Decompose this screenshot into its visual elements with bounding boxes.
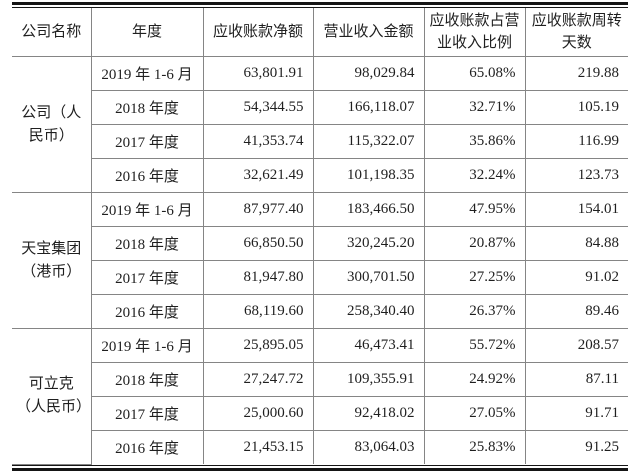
days-cell: 123.73: [524, 158, 628, 193]
days-cell: 208.57: [524, 328, 628, 363]
ratio-cell: 47.95%: [423, 192, 526, 227]
days-cell: 91.02: [524, 260, 628, 295]
ratio-cell: 24.92%: [423, 362, 526, 397]
table-row: 2017 年度 81,947.80 300,701.50 27.25% 91.0…: [12, 260, 628, 295]
receivable-cell: 66,850.50: [202, 226, 314, 261]
receivable-cell: 27,247.72: [202, 362, 314, 397]
column-header-receivable: 应收账款净额: [202, 8, 314, 57]
ratio-cell: 25.83%: [423, 430, 526, 464]
table-row: 公司（人民币） 2019 年 1-6 月 63,801.91 98,029.84…: [12, 56, 628, 193]
table-row: 2017 年度 25,000.60 92,418.02 27.05% 91.71: [12, 396, 628, 431]
days-cell: 116.99: [524, 124, 628, 159]
days-cell: 89.46: [524, 294, 628, 329]
table-row: 2016 年度 21,453.15 83,064.03 25.83% 91.25: [12, 430, 628, 464]
receivable-cell: 68,119.60: [202, 294, 314, 329]
table-row: 2018 年度 66,850.50 320,245.20 20.87% 84.8…: [12, 226, 628, 261]
period-cell: 2018 年度: [90, 226, 204, 261]
ratio-cell: 32.71%: [423, 90, 526, 125]
column-header-revenue: 营业收入金额: [312, 8, 425, 57]
days-cell: 105.19: [524, 90, 628, 125]
period-cell: 2016 年度: [90, 158, 204, 193]
revenue-cell: 109,355.91: [312, 362, 425, 397]
revenue-cell: 46,473.41: [312, 328, 425, 363]
column-header-company: 公司名称: [12, 8, 92, 57]
period-cell: 2019 年 1-6 月: [90, 192, 204, 227]
receivable-cell: 21,453.15: [202, 430, 314, 464]
revenue-cell: 166,118.07: [312, 90, 425, 125]
revenue-cell: 258,340.40: [312, 294, 425, 329]
column-header-period: 年度: [90, 8, 204, 57]
table-row: 2018 年度 54,344.55 166,118.07 32.71% 105.…: [12, 90, 628, 125]
ratio-cell: 27.05%: [423, 396, 526, 431]
period-cell: 2018 年度: [90, 90, 204, 125]
revenue-cell: 320,245.20: [312, 226, 425, 261]
table-row: 2017 年度 41,353.74 115,322.07 35.86% 116.…: [12, 124, 628, 159]
revenue-cell: 98,029.84: [312, 56, 425, 91]
table-row: 可立克（人民币） 2019 年 1-6 月 25,895.05 46,473.4…: [12, 328, 628, 465]
table-inner-rules: 公司名称 年度 应收账款净额 营业收入金额 应收账款占营业收入比例 应收账款周转…: [12, 7, 628, 466]
period-cell: 2017 年度: [90, 124, 204, 159]
revenue-cell: 183,466.50: [312, 192, 425, 227]
ratio-cell: 20.87%: [423, 226, 526, 261]
ratio-cell: 65.08%: [423, 56, 526, 91]
receivable-cell: 25,895.05: [202, 328, 314, 363]
company-cell: 天宝集团（港币）: [12, 192, 92, 329]
ratio-cell: 35.86%: [423, 124, 526, 159]
receivable-cell: 41,353.74: [202, 124, 314, 159]
receivable-cell: 63,801.91: [202, 56, 314, 91]
revenue-cell: 101,198.35: [312, 158, 425, 193]
receivable-cell: 87,977.40: [202, 192, 314, 227]
revenue-cell: 115,322.07: [312, 124, 425, 159]
table-row: 2016 年度 32,621.49 101,198.35 32.24% 123.…: [12, 158, 628, 193]
receivable-cell: 25,000.60: [202, 396, 314, 431]
period-cell: 2017 年度: [90, 260, 204, 295]
days-cell: 84.88: [524, 226, 628, 261]
receivable-cell: 81,947.80: [202, 260, 314, 295]
days-cell: 154.01: [524, 192, 628, 227]
period-cell: 2017 年度: [90, 396, 204, 431]
table-row: 2018 年度 27,247.72 109,355.91 24.92% 87.1…: [12, 362, 628, 397]
ratio-cell: 55.72%: [423, 328, 526, 363]
column-header-days: 应收账款周转天数: [524, 8, 628, 57]
days-cell: 87.11: [524, 362, 628, 397]
revenue-cell: 83,064.03: [312, 430, 425, 464]
ratio-cell: 26.37%: [423, 294, 526, 329]
header-row: 公司名称 年度 应收账款净额 营业收入金额 应收账款占营业收入比例 应收账款周转…: [12, 8, 628, 57]
days-cell: 91.25: [524, 430, 628, 464]
table-outer-rules: 公司名称 年度 应收账款净额 营业收入金额 应收账款占营业收入比例 应收账款周转…: [12, 2, 628, 471]
period-cell: 2019 年 1-6 月: [90, 328, 204, 363]
period-cell: 2019 年 1-6 月: [90, 56, 204, 91]
period-cell: 2018 年度: [90, 362, 204, 397]
period-cell: 2016 年度: [90, 430, 204, 464]
table-row: 天宝集团（港币） 2019 年 1-6 月 87,977.40 183,466.…: [12, 192, 628, 329]
receivables-comparison-table: 公司名称 年度 应收账款净额 营业收入金额 应收账款占营业收入比例 应收账款周转…: [12, 8, 628, 465]
receivable-cell: 54,344.55: [202, 90, 314, 125]
company-cell: 可立克（人民币）: [12, 328, 92, 465]
period-cell: 2016 年度: [90, 294, 204, 329]
ratio-cell: 32.24%: [423, 158, 526, 193]
revenue-cell: 92,418.02: [312, 396, 425, 431]
revenue-cell: 300,701.50: [312, 260, 425, 295]
table-row: 2016 年度 68,119.60 258,340.40 26.37% 89.4…: [12, 294, 628, 329]
ratio-cell: 27.25%: [423, 260, 526, 295]
days-cell: 91.71: [524, 396, 628, 431]
receivable-cell: 32,621.49: [202, 158, 314, 193]
days-cell: 219.88: [524, 56, 628, 91]
column-header-ratio: 应收账款占营业收入比例: [423, 8, 526, 57]
company-cell: 公司（人民币）: [12, 56, 92, 193]
